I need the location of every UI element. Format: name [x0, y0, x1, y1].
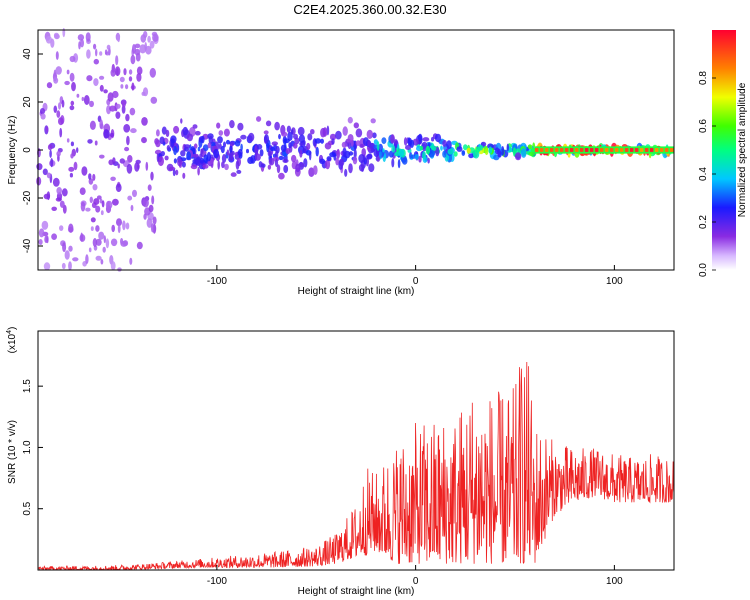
- snr-series-line: [38, 361, 674, 570]
- spectrogram-band-4: [534, 142, 674, 159]
- snr-xtick-label-0: -100: [207, 576, 227, 587]
- spectrogram-band-3: [453, 141, 537, 161]
- colorbar-tick-label-3: 0.6: [698, 119, 709, 133]
- snr-ytick-label-1: 1.0: [22, 440, 33, 454]
- colorbar-tick-label-1: 0.2: [698, 215, 709, 229]
- spectrogram-ytick-label-0: -40: [22, 238, 33, 253]
- colorbar-tick-label-0: 0.0: [698, 263, 709, 277]
- spectrogram-xtick-label-0: -100: [207, 276, 227, 287]
- colorbar-tick-label-2: 0.4: [698, 167, 709, 181]
- spectrogram-xtick-label-1: 0: [413, 276, 419, 287]
- snr-xtick-label-1: 0: [413, 576, 419, 587]
- spectrogram-ytick-label-4: 40: [22, 48, 33, 60]
- snr-x-axis-label: Height of straight line (km): [298, 586, 415, 597]
- snr-panel: -100 0 100 0.5 1.0 1.5 Height of straight lin…: [6, 327, 675, 597]
- snr-ytick-label-0: 0.5: [22, 501, 33, 515]
- spectrogram-axes: -100 0 100 -40 -20 0 20 40: [22, 48, 623, 287]
- snr-y-axis-label: SNR (10 * v/v): [7, 420, 18, 484]
- snr-xtick-label-2: 100: [606, 576, 623, 587]
- colorbar-ticks: 0.0 0.2 0.4 0.6 0.8: [698, 71, 716, 277]
- spectrogram-cells: [36, 27, 674, 272]
- colorbar: 0.0 0.2 0.4 0.6 0.8 Normalized spectral ampl…: [698, 30, 748, 277]
- spectrogram-band-1: [154, 116, 377, 180]
- spectrogram-xtick-label-2: 100: [606, 276, 623, 287]
- snr-axes: -100 0 100 0.5 1.0 1.5: [22, 379, 623, 587]
- spectrogram-ytick-label-2: 0: [22, 147, 33, 153]
- spectrogram-y-axis-label: Frequency (Hz): [7, 116, 18, 185]
- snr-ytick-label-2: 1.5: [22, 379, 33, 393]
- snr-y-multiplier: (x104): [6, 327, 18, 354]
- spectrogram-band-0: [36, 27, 160, 272]
- spectrogram-panel: -100 0 100 -40 -20 0 20 40 Height of straight l…: [7, 27, 675, 297]
- colorbar-gradient: [712, 30, 736, 270]
- colorbar-label: Normalized spectral amplitude: [737, 82, 748, 217]
- chart-title: C2E4.2025.360.00.32.E30: [293, 2, 446, 17]
- snr-frame: [37, 330, 675, 571]
- spectrogram-ytick-label-3: 20: [22, 96, 33, 108]
- spectrogram-band-2: [373, 133, 458, 169]
- spectrogram-x-axis-label: Height of straight line (km): [298, 286, 415, 297]
- colorbar-tick-label-4: 0.8: [698, 71, 709, 85]
- spectrogram-ytick-label-1: -20: [22, 190, 33, 205]
